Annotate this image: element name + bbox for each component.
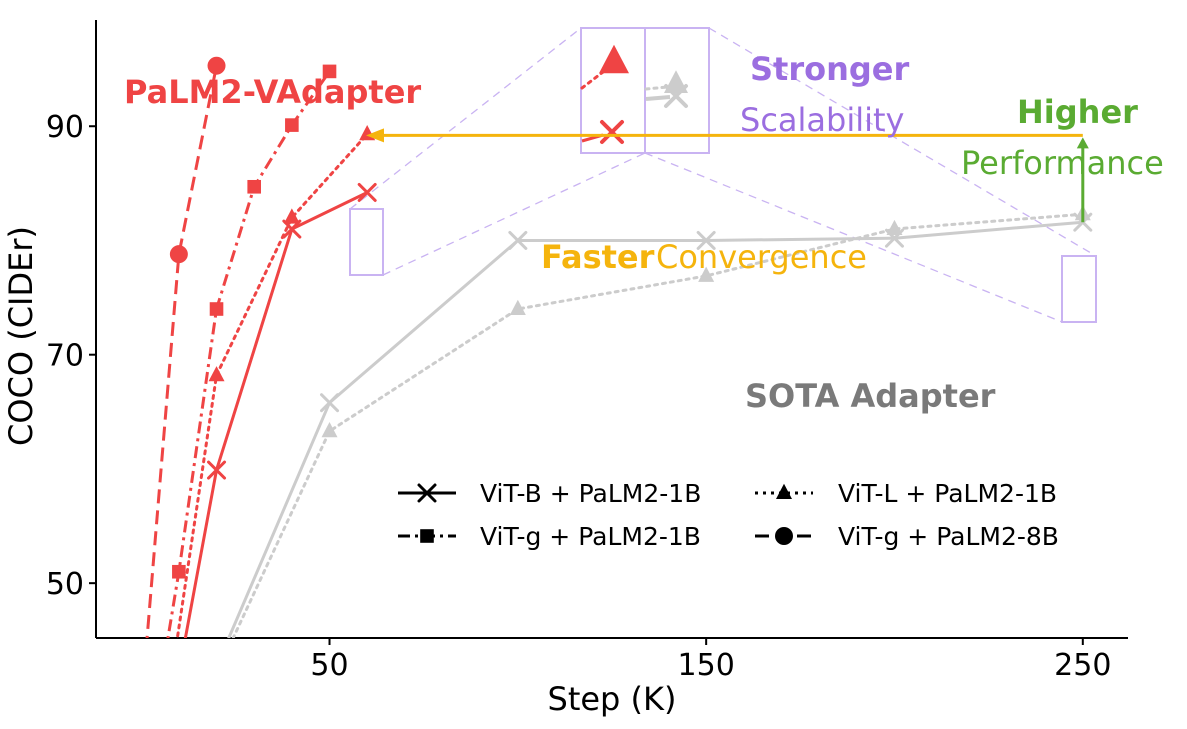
inset-line-sota-vitl — [644, 85, 670, 91]
palm2-vadapter-series-2 — [166, 64, 337, 638]
y-axis-label: COCO (CIDEr) — [2, 226, 40, 446]
faster-arrow-head — [366, 128, 384, 143]
legend-entry-vitg-8b: ViT-g + PaLM2-8B — [755, 522, 1059, 551]
inset-marker-vitb — [600, 120, 624, 144]
palm2-vadapter-series-3 — [145, 56, 226, 638]
sota-adapter-title: SOTA Adapter — [745, 377, 996, 415]
inset-marker-vitl — [599, 44, 629, 74]
legend-marker-triangle — [755, 483, 813, 499]
axes-layer: 50 150 250 50 70 90 — [46, 20, 1128, 683]
zoom-inset — [349, 27, 1097, 323]
data-point — [282, 219, 302, 239]
data-point — [698, 266, 715, 282]
data-point — [322, 64, 337, 79]
data-point — [247, 179, 261, 194]
x-tick-label: 50 — [310, 648, 348, 683]
inset-marker-sota-vitb — [664, 84, 688, 108]
data-point — [208, 366, 225, 382]
legend-marker — [417, 483, 437, 503]
faster-label: Faster — [541, 238, 655, 276]
zoom-guide-line — [349, 27, 582, 210]
legend-label-vitb: ViT-B + PaLM2-1B — [480, 479, 701, 508]
convergence-label: Convergence — [656, 238, 867, 276]
data-point — [285, 118, 299, 132]
data-point — [886, 219, 903, 236]
x-axis-label: Step (K) — [548, 680, 677, 718]
higher-arrow-head — [1076, 137, 1089, 149]
legend: ViT-B + PaLM2-1B ViT-L + PaLM2-1B ViT-g … — [398, 479, 1059, 551]
legend-marker — [776, 483, 792, 499]
legend-label-vitl: ViT-L + PaLM2-1B — [838, 479, 1057, 508]
series-line — [166, 70, 331, 638]
data-point — [696, 230, 716, 250]
data-point — [508, 230, 528, 250]
palm2-vadapter-series-1 — [175, 125, 376, 638]
y-tick-label: 90 — [46, 110, 84, 145]
legend-label-vitg-8b: ViT-g + PaLM2-8B — [838, 522, 1059, 551]
data-point — [283, 208, 300, 224]
sota-adapter-series-5 — [231, 204, 1091, 638]
data-point — [172, 564, 186, 579]
y-tick-label: 70 — [46, 339, 84, 374]
sota-adapter-series — [227, 204, 1093, 638]
series-line — [175, 132, 369, 638]
inset-line-sota-vitb — [645, 95, 671, 101]
series-line — [231, 212, 1085, 638]
legend-marker — [775, 527, 793, 545]
data-point — [321, 422, 338, 438]
performance-label: Performance — [961, 144, 1164, 182]
series-line — [183, 191, 368, 638]
data-point — [357, 182, 377, 202]
scalability-label: Scalability — [740, 101, 904, 139]
legend-marker-circle — [755, 527, 813, 545]
stronger-label: Stronger — [750, 50, 910, 88]
inset-box-sota — [644, 27, 710, 154]
y-tick-label: 50 — [46, 567, 84, 602]
zoom-guide-line — [708, 27, 1097, 257]
palm2-vadapter-title: PaLM2-VAdapter — [124, 73, 421, 111]
legend-entry-vitl: ViT-L + PaLM2-1B — [755, 479, 1057, 508]
zoom-guide-line — [382, 152, 646, 276]
legend-entry-vitb: ViT-B + PaLM2-1B — [398, 479, 701, 508]
zoom-box-palm2 — [349, 208, 384, 276]
higher-label: Higher — [1017, 93, 1138, 131]
series-line — [145, 65, 218, 638]
legend-marker-square — [398, 529, 456, 543]
data-point — [207, 460, 227, 480]
data-point — [169, 245, 188, 264]
legend-label-vitg-1b: ViT-g + PaLM2-1B — [480, 522, 701, 551]
zoom-box-sota — [1061, 255, 1097, 323]
x-tick-label: 250 — [1054, 648, 1111, 683]
data-point — [320, 393, 340, 413]
legend-entry-vitg-1b: ViT-g + PaLM2-1B — [398, 522, 701, 551]
palm2-vadapter-series — [145, 56, 377, 638]
palm2-vadapter-series-0 — [183, 182, 377, 638]
inset-line-vitl — [580, 70, 605, 90]
improvement-arrows — [366, 128, 1089, 223]
data-point — [209, 302, 224, 316]
data-point — [509, 299, 526, 316]
x-tick-label: 150 — [678, 648, 735, 683]
data-point — [207, 56, 226, 75]
legend-marker-x — [398, 483, 456, 503]
legend-marker — [420, 529, 434, 543]
series-line — [227, 220, 1083, 638]
